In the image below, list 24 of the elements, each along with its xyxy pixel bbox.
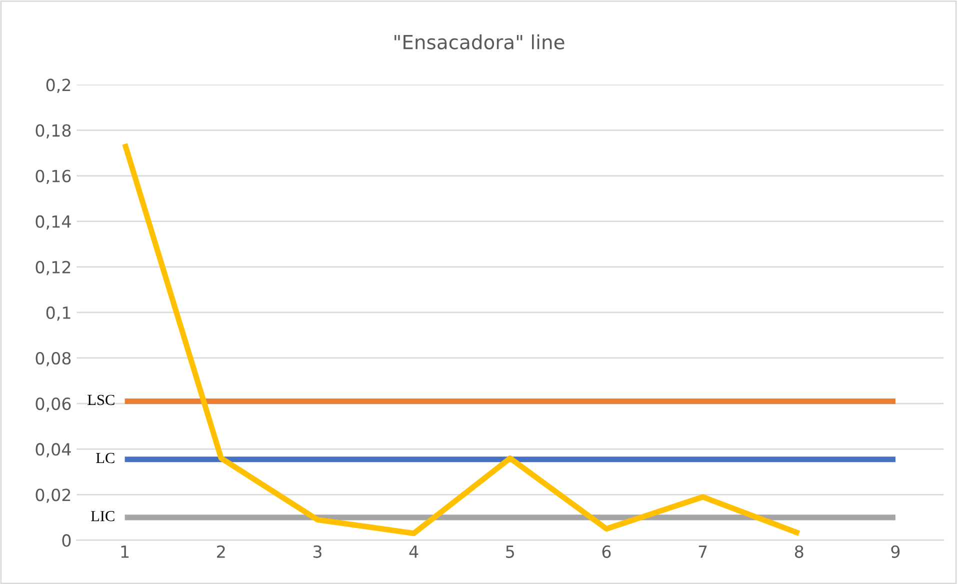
y-tick-label: 0,2 — [46, 78, 70, 93]
y-tick-label: 0,08 — [36, 352, 71, 366]
x-tick-label: 8 — [794, 545, 804, 558]
x-tick-label: 1 — [121, 546, 129, 558]
x-tick-label: 9 — [891, 545, 900, 558]
x-tick-label: 2 — [217, 545, 225, 558]
x-tick-label: 3 — [313, 545, 322, 558]
series-label: LIC — [91, 510, 114, 522]
y-tick-label: 0,02 — [36, 488, 70, 503]
y-tick-label: 0,18 — [36, 124, 71, 138]
y-tick-label: 0,06 — [36, 398, 71, 412]
series-label: LC — [96, 452, 114, 464]
chart-title: "Ensacadora" line — [394, 34, 564, 50]
y-tick-label: 0,1 — [46, 306, 70, 321]
x-tick-label: 5 — [506, 546, 514, 558]
y-tick-label: 0,04 — [36, 443, 71, 458]
series-label: LSC — [88, 394, 114, 406]
y-tick-label: 0,16 — [36, 170, 71, 184]
y-tick-label: 0 — [62, 534, 71, 547]
x-tick-label: 4 — [409, 546, 418, 558]
x-tick-label: 6 — [602, 545, 611, 558]
y-tick-label: 0,12 — [36, 260, 70, 276]
y-tick-label: 0,14 — [36, 215, 71, 230]
x-tick-label: 7 — [698, 546, 707, 558]
